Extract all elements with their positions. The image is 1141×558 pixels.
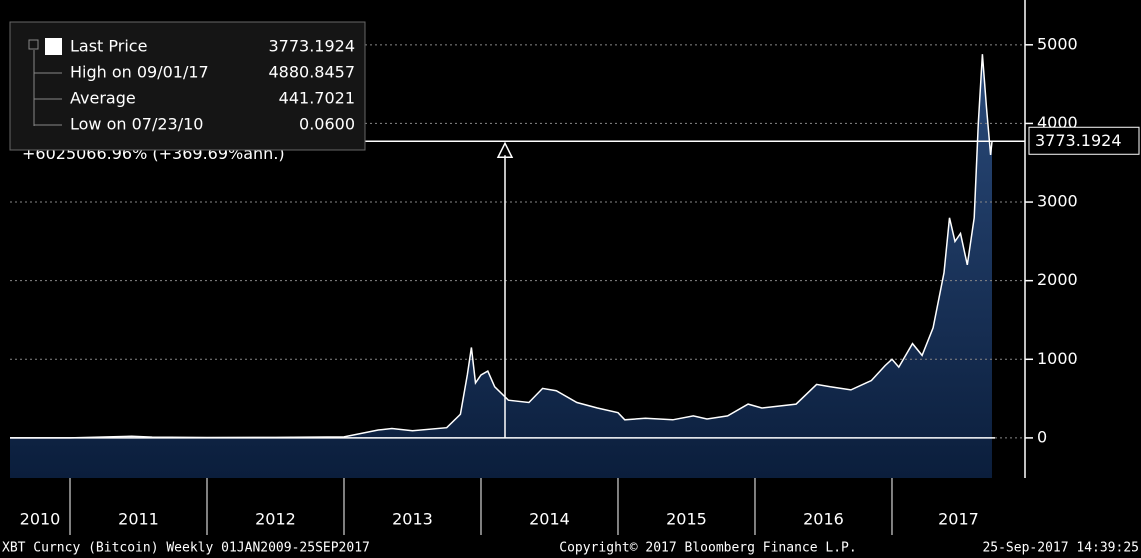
x-tick-label: 2010: [20, 510, 61, 529]
legend-value: 0.0600: [299, 115, 355, 134]
legend-name: Low on 07/23/10: [70, 115, 203, 134]
x-tick-label: 2012: [255, 510, 296, 529]
footer-right: 25-Sep-2017 14:39:25: [982, 541, 1139, 556]
x-tick-label: 2011: [118, 510, 159, 529]
x-tick-label: 2013: [392, 510, 433, 529]
x-tick-label: 2016: [803, 510, 844, 529]
last-price-tag: [1028, 126, 1140, 155]
legend-value: 3773.1924: [268, 37, 355, 56]
y-axis-band: [1025, 0, 1141, 478]
y-tick-label: 2000: [1037, 270, 1078, 289]
legend-name: Average: [70, 89, 136, 108]
x-tick-label: 2017: [938, 510, 979, 529]
legend-collapse: [28, 39, 39, 50]
y-tick-label: 3000: [1037, 192, 1078, 211]
legend-value: 441.7021: [279, 89, 355, 108]
x-tick-label: 2015: [666, 510, 707, 529]
legend-name: High on 09/01/17: [70, 63, 209, 82]
legend-value: 4880.8457: [268, 63, 355, 82]
x-tick-label: 2014: [529, 510, 570, 529]
legend-box: [9, 21, 366, 151]
legend-name: Last Price: [70, 37, 147, 56]
footer-left: XBT Curncy (Bitcoin) Weekly 01JAN2009-25…: [2, 541, 370, 556]
last-price-tag-label: 3773.1924: [1035, 131, 1122, 150]
x-axis-band: [0, 478, 1141, 558]
change-arrowhead: [496, 141, 514, 159]
y-tick-label: 5000: [1037, 34, 1078, 53]
price-line: [10, 54, 993, 439]
footer-center: Copyright© 2017 Bloomberg Finance L.P.: [559, 541, 856, 556]
y-tick-label: 0: [1037, 427, 1047, 446]
legend-swatch: [45, 38, 62, 55]
y-tick-label: 1000: [1037, 349, 1078, 368]
